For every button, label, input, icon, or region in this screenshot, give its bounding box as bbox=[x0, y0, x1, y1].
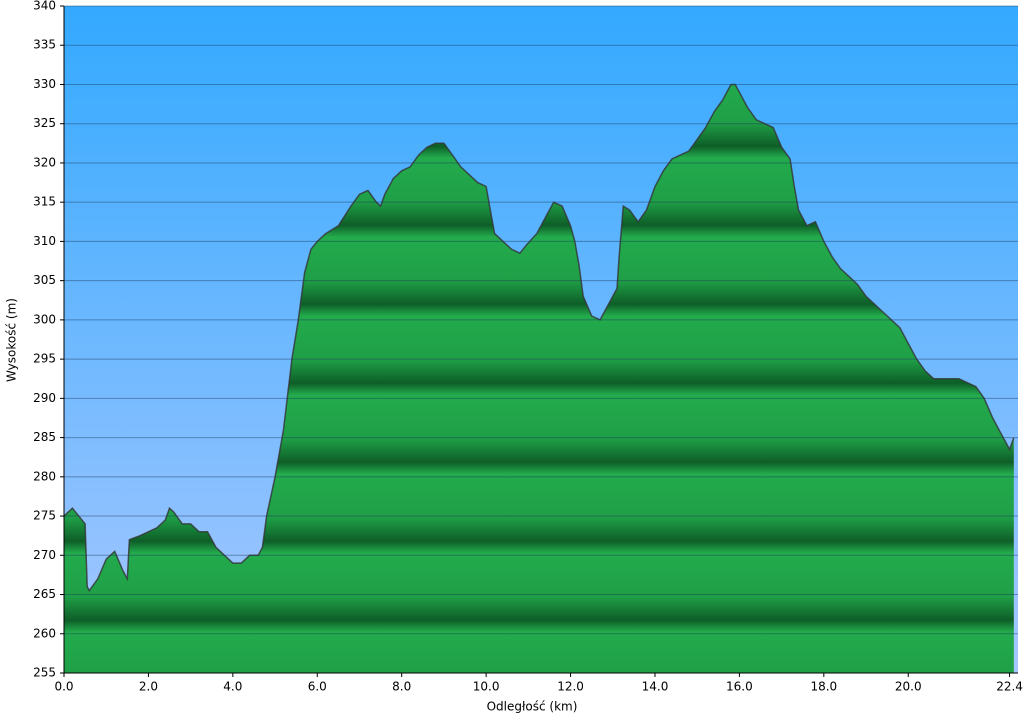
y-tick-label: 260 bbox=[33, 626, 56, 640]
y-tick-label: 315 bbox=[33, 195, 56, 209]
x-tick-label: 0.0 bbox=[54, 680, 73, 694]
x-tick-label: 2.0 bbox=[139, 680, 158, 694]
elevation-area bbox=[64, 84, 1014, 673]
x-tick-label: 14.0 bbox=[642, 680, 669, 694]
y-tick-label: 290 bbox=[33, 391, 56, 405]
x-tick-label: 18.0 bbox=[810, 680, 837, 694]
x-tick-label: 8.0 bbox=[392, 680, 411, 694]
x-tick-label: 22.4 bbox=[996, 680, 1023, 694]
elevation-line bbox=[63, 83, 1015, 593]
y-tick-label: 275 bbox=[33, 509, 56, 523]
y-tick-label: 280 bbox=[33, 469, 56, 483]
y-tick-label: 295 bbox=[33, 352, 56, 366]
y-tick-label: 325 bbox=[33, 116, 56, 130]
x-tick-label: 4.0 bbox=[223, 680, 242, 694]
y-tick-label: 270 bbox=[33, 548, 56, 562]
y-tick-label: 330 bbox=[33, 77, 56, 91]
x-tick-label: 10.0 bbox=[473, 680, 500, 694]
x-axis-label: Odległość (km) bbox=[487, 700, 578, 714]
y-tick-label: 335 bbox=[33, 38, 56, 52]
y-tick-label: 300 bbox=[33, 312, 56, 326]
y-tick-label: 265 bbox=[33, 587, 56, 601]
y-tick-label: 340 bbox=[33, 0, 56, 13]
y-tick-label: 255 bbox=[33, 666, 56, 680]
y-tick-label: 285 bbox=[33, 430, 56, 444]
x-tick-label: 12.0 bbox=[557, 680, 584, 694]
x-tick-label: 16.0 bbox=[726, 680, 753, 694]
x-tick-label: 20.0 bbox=[895, 680, 922, 694]
y-tick-label: 320 bbox=[33, 155, 56, 169]
y-tick-label: 305 bbox=[33, 273, 56, 287]
y-axis-label: Wysokość (m) bbox=[5, 298, 19, 382]
y-tick-label: 310 bbox=[33, 234, 56, 248]
x-tick-label: 6.0 bbox=[308, 680, 327, 694]
